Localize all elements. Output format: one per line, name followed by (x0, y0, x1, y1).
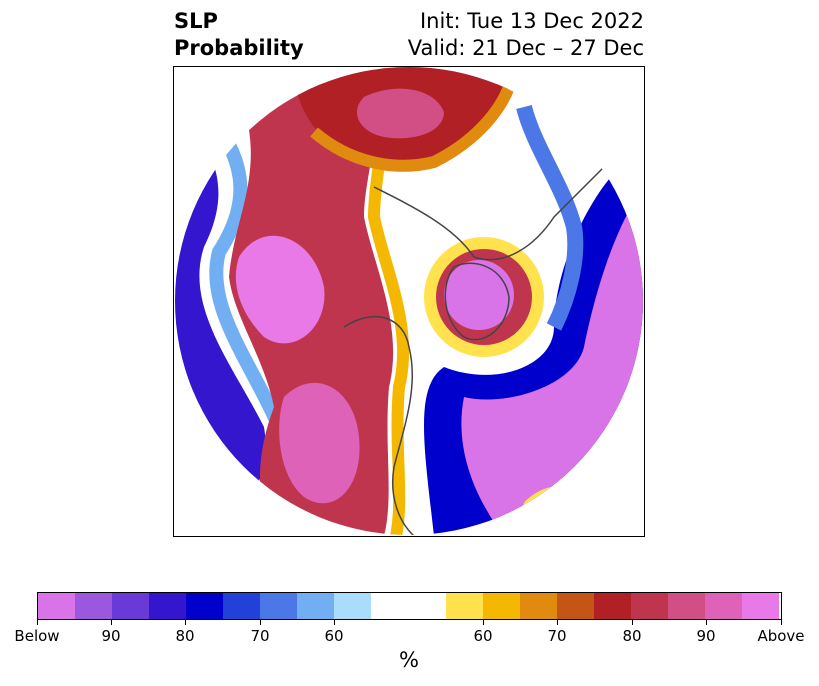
colorbar-tick-label: Above (757, 627, 805, 645)
polar-above-core (444, 260, 514, 330)
colorbar-segment (668, 593, 705, 619)
colorbar-segment (112, 593, 149, 619)
colorbar-segment (334, 593, 371, 619)
polar-map (175, 67, 643, 535)
colorbar-segment (742, 593, 779, 619)
colorbar-segment (705, 593, 742, 619)
colorbar-tick-label: 80 (622, 627, 642, 645)
colorbar-tick (260, 620, 261, 625)
colorbar-tick (37, 620, 38, 625)
colorbar-tick (557, 620, 558, 625)
north-above-edge (310, 67, 520, 172)
colorbar-segment (260, 593, 297, 619)
map-frame (173, 66, 645, 537)
colorbar-tick (111, 620, 112, 625)
colorbar-segment (297, 593, 334, 619)
colorbar-tick-label: 70 (250, 627, 270, 645)
colorbar-tick-label: Below (14, 627, 60, 645)
colorbar-segment (186, 593, 223, 619)
colorbar-segment (223, 593, 260, 619)
colorbar-tick (483, 620, 484, 625)
colorbar-tick-label: 90 (696, 627, 716, 645)
chart-title-right: Init: Tue 13 Dec 2022 Valid: 21 Dec – 27… (408, 8, 644, 62)
north-above-core (356, 88, 444, 139)
west-above-core-1 (235, 235, 325, 344)
colorbar-segment (520, 593, 557, 619)
colorbar-segment (594, 593, 631, 619)
coastline-greenland (444, 262, 510, 341)
colorbar-segment (631, 593, 668, 619)
colorbar-tick (632, 620, 633, 625)
colorbar-segment (149, 593, 186, 619)
colorbar-segment (483, 593, 520, 619)
colorbar-tick (706, 620, 707, 625)
colorbar-segment (446, 593, 483, 619)
colorbar-tick-label: 60 (473, 627, 493, 645)
title-init-date: Init: Tue 13 Dec 2022 (419, 9, 644, 33)
chart-title-left: SLP Probability (174, 8, 304, 62)
east-below-edge (516, 104, 584, 331)
colorbar-tick-label: 90 (101, 627, 121, 645)
colorbar-unit: % (399, 648, 419, 672)
title-type: Probability (174, 36, 304, 60)
coastline-north-america (343, 316, 415, 535)
colorbar-segment (557, 593, 594, 619)
west-above-core-2 (279, 382, 360, 504)
coastline-eurasia (373, 156, 615, 261)
title-valid-range: Valid: 21 Dec – 27 Dec (407, 36, 644, 60)
colorbar-tick-label: 60 (324, 627, 344, 645)
colorbar-tick (781, 620, 782, 625)
probability-field (175, 67, 643, 535)
colorbar-tick-label: 70 (547, 627, 567, 645)
colorbar-segment (38, 593, 75, 619)
colorbar-tick (334, 620, 335, 625)
colorbar-segment (371, 593, 446, 619)
colorbar-tick-label: 80 (175, 627, 195, 645)
colorbar-tick (185, 620, 186, 625)
colorbar-segment (75, 593, 112, 619)
colorbar (37, 592, 782, 620)
title-variable: SLP (174, 9, 218, 33)
